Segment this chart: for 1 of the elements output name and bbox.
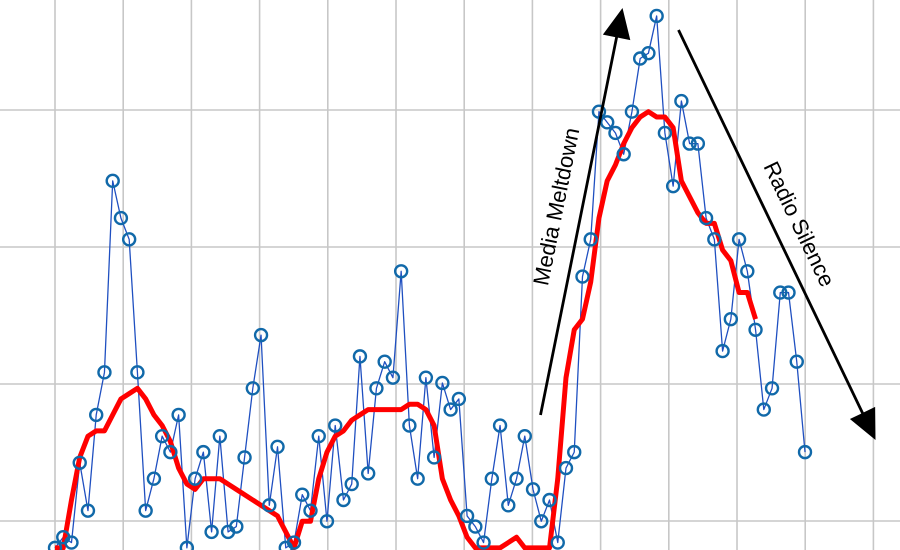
annotation: Media Meltdown: [533, 129, 580, 285]
